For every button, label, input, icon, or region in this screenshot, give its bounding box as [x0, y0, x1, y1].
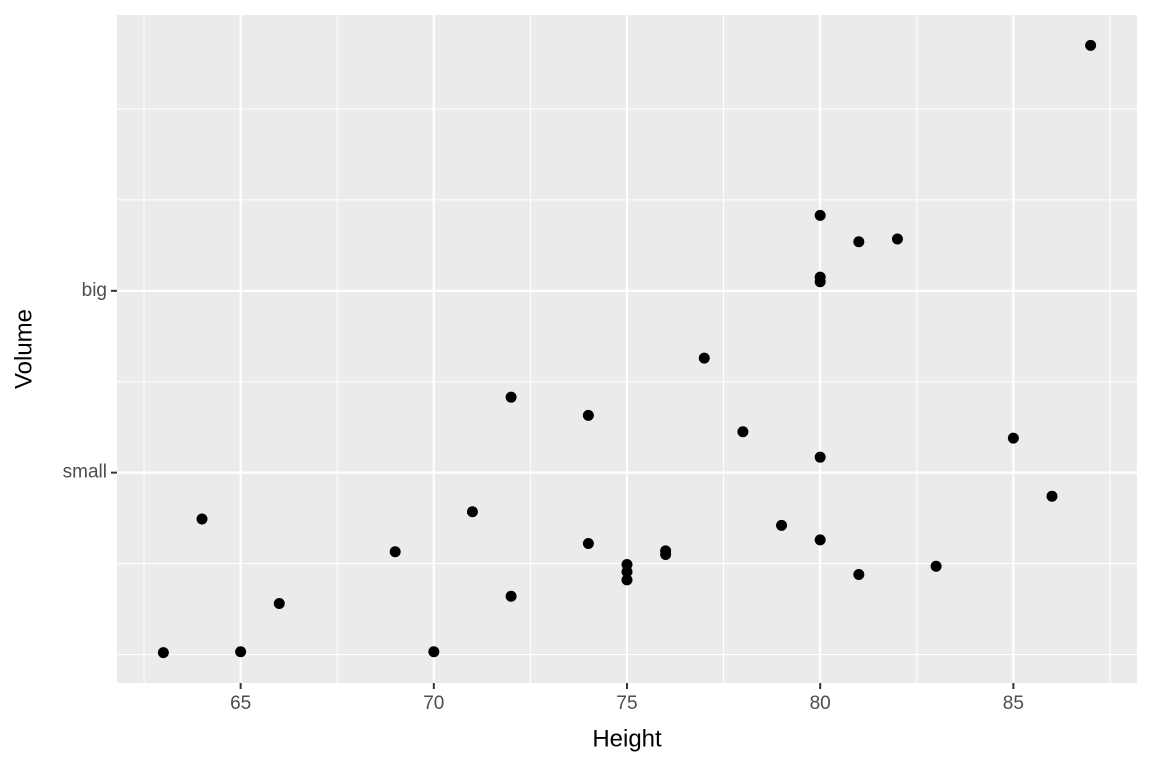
y-axis-title: Volume: [10, 309, 37, 389]
point: [660, 545, 672, 557]
point: [582, 538, 594, 550]
point: [621, 574, 633, 586]
point: [389, 546, 401, 558]
y-tick-label: small: [63, 462, 107, 483]
point: [235, 646, 247, 658]
point: [853, 236, 865, 248]
x-tick-label: 75: [616, 693, 637, 714]
points: [157, 39, 1097, 659]
point: [1007, 432, 1019, 444]
point: [1085, 39, 1097, 51]
point: [428, 646, 440, 658]
point: [814, 209, 826, 221]
point: [466, 506, 478, 518]
point: [737, 426, 749, 438]
point: [273, 598, 285, 610]
point: [1046, 490, 1058, 502]
grid: [117, 15, 1137, 683]
x-axis-title: Height: [592, 725, 662, 752]
x-tick-label: 80: [810, 693, 831, 714]
point: [814, 276, 826, 288]
point: [814, 451, 826, 463]
point: [582, 409, 594, 421]
point: [505, 590, 517, 602]
y-tick-label: big: [82, 280, 107, 301]
point: [930, 560, 942, 572]
x-tick-label: 70: [423, 693, 444, 714]
point: [157, 647, 169, 659]
point: [891, 233, 903, 245]
point: [698, 352, 710, 364]
x-tick-label: 65: [230, 693, 251, 714]
point: [621, 566, 633, 578]
point: [814, 534, 826, 546]
x-tick-label: 85: [1003, 693, 1024, 714]
point: [196, 513, 208, 525]
point: [776, 519, 788, 531]
point: [853, 568, 865, 580]
point: [505, 391, 517, 403]
